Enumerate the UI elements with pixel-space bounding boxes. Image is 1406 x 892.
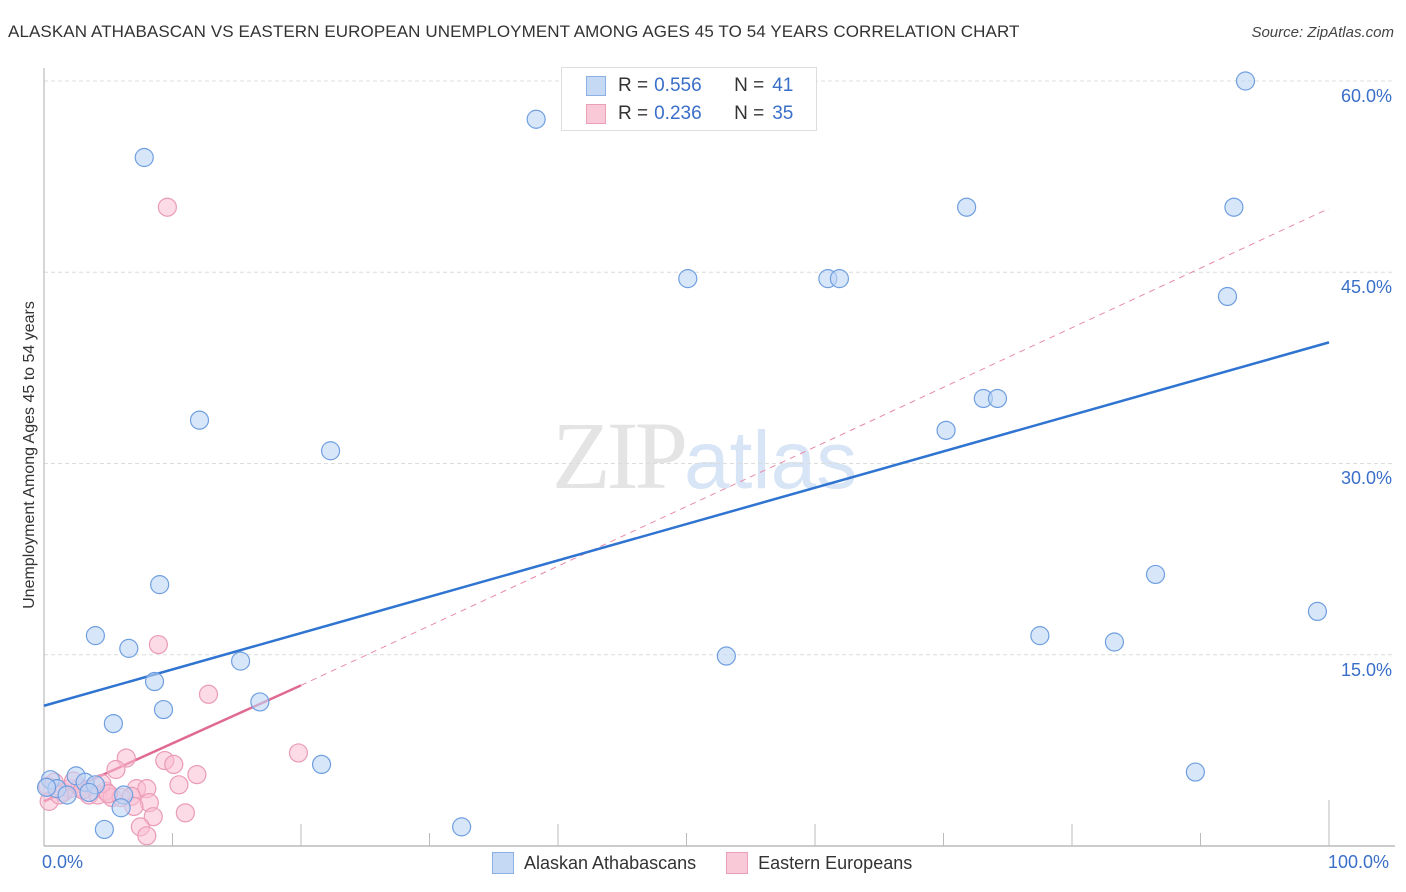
legend-label: Eastern Europeans <box>758 852 913 873</box>
data-point[interactable] <box>164 754 184 775</box>
data-point[interactable] <box>311 754 332 775</box>
legend-row-eastern-europeans: R = 0.236 N = 35 <box>586 102 793 126</box>
zipatlas-watermark: ZIPatlas <box>552 408 857 504</box>
data-point[interactable] <box>716 646 736 666</box>
athabascans-trendline <box>43 341 1330 707</box>
data-point[interactable] <box>452 817 472 837</box>
legend-label: Alaskan Athabascans <box>524 852 697 873</box>
data-point[interactable] <box>148 634 168 655</box>
data-point[interactable] <box>1104 632 1125 652</box>
watermark-atlas: atlas <box>684 415 858 506</box>
data-point[interactable] <box>119 638 139 658</box>
data-point[interactable] <box>936 420 956 440</box>
data-point[interactable] <box>320 441 341 461</box>
data-point[interactable] <box>189 410 210 430</box>
data-point[interactable] <box>144 671 165 692</box>
axes <box>43 68 1395 847</box>
data-point[interactable] <box>1145 564 1166 585</box>
eastern-europeans-trend-extension <box>300 208 1330 686</box>
watermark-zip: ZIP <box>552 402 688 509</box>
data-point[interactable] <box>175 803 195 823</box>
data-point[interactable] <box>79 782 99 803</box>
eastern-europeans-swatch-icon <box>726 852 749 874</box>
y-tick-15: 15.0% <box>1340 660 1392 680</box>
data-point[interactable] <box>987 388 1008 409</box>
n-label: N = <box>734 103 765 124</box>
chart-title: ALASKAN ATHABASCAN VS EASTERN EUROPEAN U… <box>8 22 1020 41</box>
source-label: Source: ZipAtlas.com <box>1251 24 1394 41</box>
x-tick-0: 0.0% <box>42 852 84 872</box>
data-point[interactable] <box>187 764 207 785</box>
data-point[interactable] <box>143 807 163 827</box>
y-tick-60: 60.0% <box>1340 86 1392 106</box>
eastern-europeans-swatch-icon <box>586 104 606 124</box>
correlation-legend: R = 0.556 N = 41 R = 0.236 N = 35 <box>561 67 817 131</box>
data-point[interactable] <box>1235 71 1256 91</box>
data-point[interactable] <box>150 575 170 595</box>
r-label: R = <box>618 75 649 96</box>
athabascans-swatch-icon <box>586 76 606 96</box>
r-value: 0.556 <box>654 75 702 96</box>
data-point[interactable] <box>94 819 114 840</box>
data-point[interactable] <box>157 197 177 217</box>
r-value: 0.236 <box>654 103 702 124</box>
y-tick-45: 45.0% <box>1340 277 1392 297</box>
data-point[interactable] <box>250 692 270 712</box>
data-point[interactable] <box>134 147 154 168</box>
data-point[interactable] <box>288 743 309 763</box>
alaskan-athabascans-points <box>36 71 1328 840</box>
data-point[interactable] <box>103 713 123 734</box>
data-point[interactable] <box>57 785 77 805</box>
data-point[interactable] <box>829 269 850 289</box>
data-point[interactable] <box>957 197 977 217</box>
legend-item-athabascans[interactable]: Alaskan Athabascans <box>492 852 696 874</box>
data-point[interactable] <box>1185 762 1205 782</box>
data-point[interactable] <box>169 775 189 795</box>
data-point[interactable] <box>1307 601 1328 622</box>
n-value: 41 <box>772 75 794 96</box>
legend-item-eastern-europeans[interactable]: Eastern Europeans <box>726 852 912 874</box>
data-point[interactable] <box>85 626 106 646</box>
data-point[interactable] <box>1030 626 1050 646</box>
gridlines <box>44 80 1395 656</box>
y-axis-label: Unemployment Among Ages 45 to 54 years <box>21 301 38 609</box>
data-point[interactable] <box>678 269 698 289</box>
data-point[interactable] <box>106 759 126 780</box>
athabascans-swatch-icon <box>492 852 514 874</box>
data-point[interactable] <box>153 699 174 720</box>
data-point[interactable] <box>231 651 251 671</box>
data-point[interactable] <box>137 826 157 846</box>
series-legend: Alaskan Athabascans Eastern Europeans <box>492 852 942 874</box>
eastern-europeans-points <box>38 197 309 846</box>
data-point[interactable] <box>111 798 131 818</box>
data-point[interactable] <box>1224 197 1244 217</box>
trendlines <box>43 208 1330 803</box>
n-value: 35 <box>772 103 794 124</box>
data-point[interactable] <box>36 777 57 797</box>
data-point[interactable] <box>198 684 219 704</box>
legend-row-athabascans: R = 0.556 N = 41 <box>586 74 793 98</box>
data-point[interactable] <box>526 109 546 129</box>
y-tick-30: 30.0% <box>1340 468 1392 488</box>
n-label: N = <box>734 75 765 96</box>
x-tick-100: 100.0% <box>1328 852 1390 872</box>
r-label: R = <box>618 103 649 124</box>
data-point[interactable] <box>1217 286 1238 307</box>
